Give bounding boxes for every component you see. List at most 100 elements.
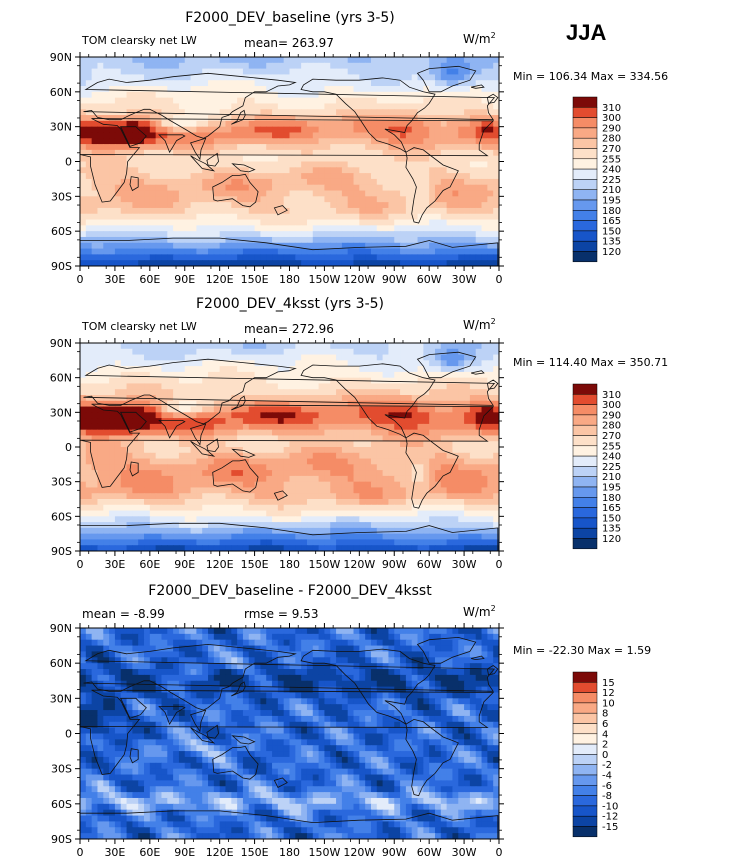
heatmap-cell <box>429 178 436 186</box>
heatmap-cell <box>400 343 407 350</box>
heatmap-cell <box>167 138 174 145</box>
heatmap-cell <box>306 91 314 99</box>
heatmap-cell <box>196 109 203 116</box>
heatmap-cell <box>208 464 215 471</box>
heatmap-cell <box>97 161 104 168</box>
heatmap-cell <box>405 377 413 385</box>
map-area <box>80 57 499 266</box>
heatmap-cell <box>365 395 372 402</box>
heatmap-cell <box>272 138 279 145</box>
heatmap-cell <box>330 120 337 128</box>
heatmap-cell <box>277 343 285 350</box>
heatmap-cell <box>114 377 122 385</box>
heatmap-cell <box>446 412 454 419</box>
heatmap-cell <box>446 236 454 244</box>
heatmap-cell <box>487 68 494 76</box>
heatmap-cell <box>225 57 232 64</box>
heatmap-cell <box>173 475 180 483</box>
heatmap-cell <box>237 190 244 197</box>
heatmap-cell <box>190 213 197 221</box>
heatmap-cell <box>126 348 133 356</box>
heatmap-cell <box>178 138 186 145</box>
heatmap-cell <box>330 155 337 163</box>
heatmap-cell <box>458 412 465 419</box>
heatmap-cell <box>149 481 157 489</box>
heatmap-cell <box>493 138 499 145</box>
heatmap-cell <box>85 138 93 145</box>
heatmap-cell <box>80 423 87 431</box>
heatmap-cell <box>126 516 133 523</box>
heatmap-cell <box>341 504 349 512</box>
heatmap-cell <box>365 464 372 471</box>
heatmap-cell <box>149 225 157 232</box>
heatmap-cell <box>400 383 407 390</box>
heatmap-cell <box>312 435 320 442</box>
heatmap-cell <box>237 196 244 203</box>
heatmap-cell <box>382 161 390 168</box>
heatmap-cell <box>231 132 238 139</box>
heatmap-cell <box>272 74 279 81</box>
heatmap-cell <box>429 161 436 168</box>
heatmap-cell <box>481 360 488 367</box>
heatmap-cell <box>295 441 302 448</box>
heatmap-cell <box>370 62 378 70</box>
heatmap-cell <box>306 225 314 232</box>
heatmap-cell <box>295 149 302 157</box>
heatmap-cell <box>464 348 471 356</box>
heatmap-cell <box>173 458 180 465</box>
heatmap-cell <box>324 68 331 76</box>
heatmap-cell <box>213 487 221 494</box>
heatmap-cell <box>266 389 273 396</box>
heatmap-cell <box>434 213 442 221</box>
heatmap-cell <box>173 348 180 356</box>
heatmap-cell <box>97 91 104 99</box>
heatmap-cell <box>400 470 407 477</box>
heatmap-cell <box>167 464 174 471</box>
heatmap-cell <box>306 429 314 437</box>
heatmap-cell <box>405 178 413 186</box>
heatmap-cell <box>370 400 378 408</box>
heatmap-cell <box>254 161 261 168</box>
heatmap-cell <box>458 242 465 250</box>
heatmap-cell <box>388 231 395 238</box>
heatmap-cell <box>126 103 133 110</box>
heatmap-cell <box>97 213 104 221</box>
heatmap-cell <box>493 178 499 186</box>
heatmap-cell <box>400 225 407 232</box>
heatmap-cell <box>149 144 157 151</box>
heatmap-cell <box>97 231 104 238</box>
heatmap-cell <box>440 103 448 110</box>
heatmap-cell <box>423 202 430 209</box>
heatmap-cell <box>464 167 471 174</box>
heatmap-cell <box>167 458 174 465</box>
heatmap-cell <box>97 441 104 448</box>
heatmap-cell <box>80 377 87 385</box>
heatmap-cell <box>173 400 180 408</box>
heatmap-cell <box>144 423 151 431</box>
heatmap-cell <box>295 499 302 506</box>
heatmap-cell <box>434 366 442 373</box>
heatmap-cell <box>213 213 221 221</box>
heatmap-cell <box>208 144 215 151</box>
heatmap-cell <box>306 418 314 425</box>
heatmap-cell <box>114 447 122 454</box>
heatmap-cell <box>295 510 302 517</box>
heatmap-cell <box>190 109 197 116</box>
heatmap-cell <box>411 481 419 489</box>
heatmap-cell <box>458 86 465 93</box>
heatmap-cell <box>213 103 221 110</box>
heatmap-cell <box>132 470 139 477</box>
heatmap-cell <box>370 470 378 477</box>
heatmap-cell <box>272 412 279 419</box>
heatmap-cell <box>242 155 250 163</box>
heatmap-cell <box>312 516 320 523</box>
heatmap-cell <box>289 504 296 512</box>
heatmap-cell <box>312 109 320 116</box>
heatmap-cell <box>254 418 261 425</box>
heatmap-cell <box>149 516 157 523</box>
heatmap-cell <box>493 481 499 489</box>
heatmap-cell <box>388 400 395 408</box>
heatmap-cell <box>289 510 296 517</box>
heatmap-cell <box>475 225 483 232</box>
heatmap-cell <box>202 366 209 373</box>
